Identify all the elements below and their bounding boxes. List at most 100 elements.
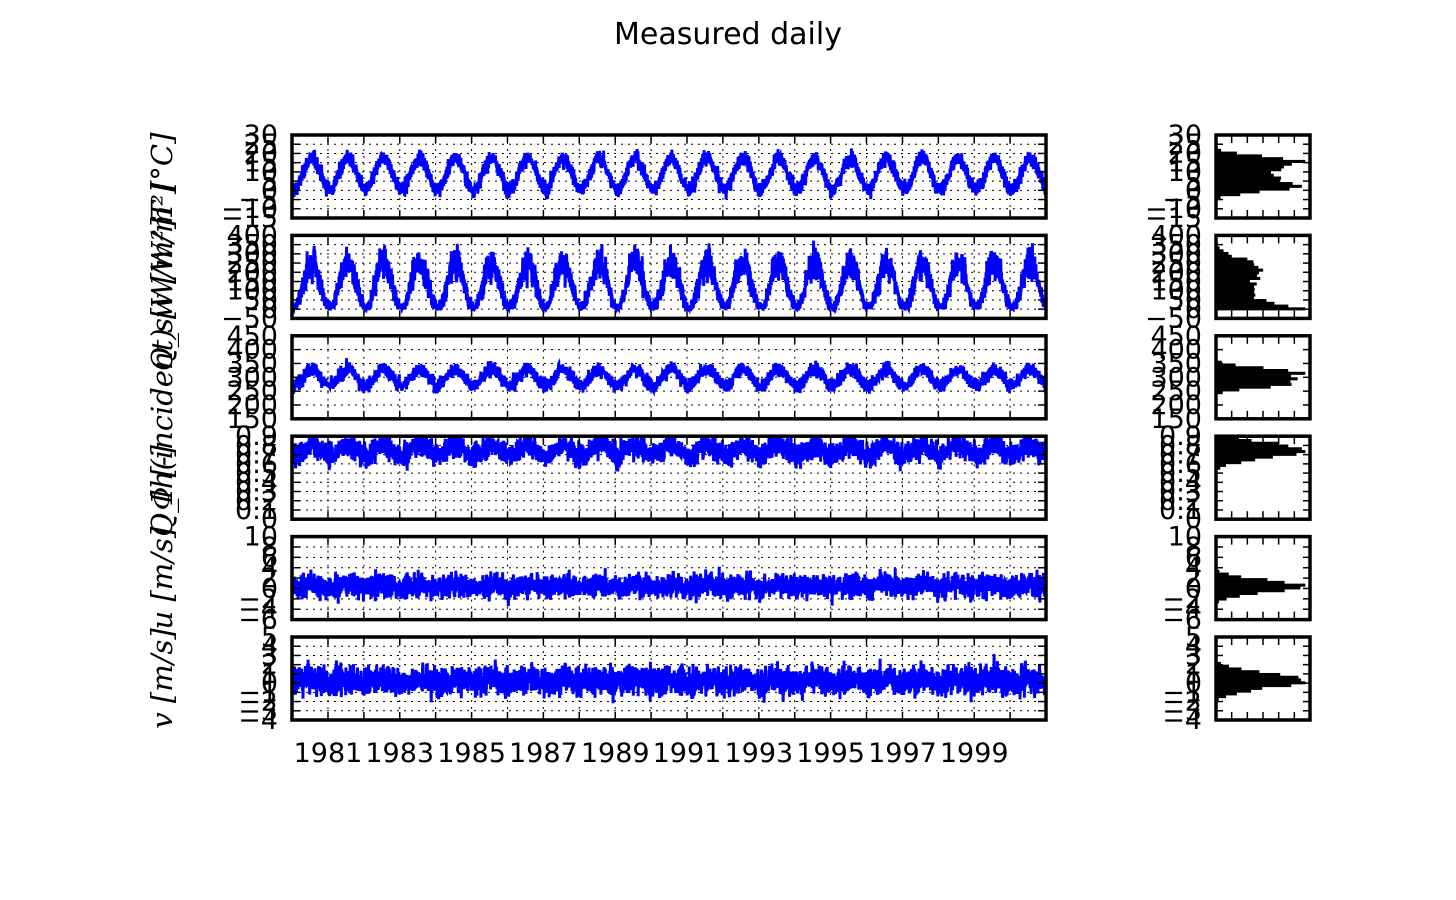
x-tick-label: 1991 <box>653 738 722 769</box>
hist-y-tick-label: 6 <box>1185 542 1202 573</box>
y-tick-label: 0.3 <box>235 477 278 508</box>
y-tick-label: 200 <box>226 257 278 288</box>
y-tick-label: 0.2 <box>235 486 278 517</box>
histogram-bar <box>1216 594 1240 598</box>
hist-y-tick-label: −4 <box>1162 705 1202 736</box>
histogram-bar <box>1216 466 1221 470</box>
y-tick-label: 350 <box>226 348 278 379</box>
histogram-bar <box>1216 162 1292 166</box>
hist-y-tick-label: 400 <box>1150 220 1202 251</box>
y-tick-label: 1 <box>261 659 278 690</box>
y-tick-label: 0 <box>261 573 278 604</box>
y-axis-label-qlw: Q_lh(incident) [W/m²] <box>145 217 180 537</box>
y-tick-label: 3 <box>261 640 278 671</box>
histogram-bar <box>1216 282 1257 286</box>
histogram-v <box>1216 653 1306 704</box>
histogram-bar <box>1216 301 1275 305</box>
hist-y-tick-label: 250 <box>1150 376 1202 407</box>
y-tick-label: 0.9 <box>235 421 278 452</box>
y-tick-label: 0.4 <box>235 467 278 498</box>
histogram-bar <box>1216 575 1242 579</box>
y-tick-label: 400 <box>226 220 278 251</box>
y-tick-label: −3 <box>238 696 278 727</box>
axes-frame-t <box>290 133 1048 220</box>
hist-y-tick-label: −3 <box>1162 696 1202 727</box>
hist-y-tick-label: 1 <box>1185 659 1202 690</box>
histogram-bar <box>1216 664 1230 668</box>
histogram-bar <box>1216 369 1289 373</box>
hist-y-tick-label: 0.8 <box>1159 430 1202 461</box>
y-axis-label-qsw: Q_sw [W/m²] <box>145 182 180 371</box>
y-tick-label: 20 <box>244 138 278 169</box>
y-tick-label: 2 <box>261 650 278 681</box>
histogram-bar <box>1216 187 1290 191</box>
y-tick-label: 450 <box>226 321 278 352</box>
y-tick-label: 4 <box>261 553 278 584</box>
hist-y-tick-label: 25 <box>1168 129 1202 160</box>
hist-y-tick-label: 0.5 <box>1159 458 1202 489</box>
hist-y-tick-label: 5 <box>1185 622 1202 653</box>
hist-y-tick-label: 2 <box>1185 563 1202 594</box>
y-tick-label: −4 <box>238 705 278 736</box>
hist-y-tick-label: −2 <box>1162 584 1202 615</box>
panels: 302520151050−5−10−15302520151050−5−10−15… <box>145 120 1312 736</box>
y-axis-label-v: v [m/s] <box>145 628 179 729</box>
hist-y-tick-label: 0 <box>1185 668 1202 699</box>
histogram-bar <box>1216 151 1237 155</box>
hist-y-tick-label: 5 <box>1185 166 1202 197</box>
hist-y-tick-label: 300 <box>1150 239 1202 270</box>
y-tick-labels-phi: 0.90.80.70.60.50.40.30.20.10 <box>235 421 278 535</box>
y-tick-label: 0.1 <box>235 495 278 526</box>
x-tick-label: 1985 <box>437 738 506 769</box>
histogram-bar <box>1216 159 1306 163</box>
histogram-bar <box>1216 274 1257 278</box>
histogram-bar <box>1216 299 1267 303</box>
histogram-bar <box>1216 263 1255 267</box>
histogram-bar <box>1216 578 1268 582</box>
hist-y-tick-label: 350 <box>1150 230 1202 261</box>
series-line-u <box>292 566 1046 607</box>
hist-y-tick-label: 0 <box>1185 294 1202 325</box>
histogram-bar <box>1216 165 1284 169</box>
histogram-bar <box>1216 450 1306 454</box>
hist-y-tick-label: −5 <box>1162 185 1202 216</box>
histogram-bar <box>1216 184 1302 188</box>
hist-y-tick-label: 300 <box>1150 362 1202 393</box>
histogram-bar <box>1216 380 1291 384</box>
x-tick-label: 1999 <box>940 738 1009 769</box>
histogram-bar <box>1216 268 1264 272</box>
y-tick-label: 50 <box>244 285 278 316</box>
histogram-bar <box>1216 661 1221 665</box>
hist-y-tick-label: 8 <box>1185 532 1202 563</box>
histogram-bar <box>1216 193 1241 197</box>
histogram-bar <box>1216 670 1260 674</box>
x-tick-label: 1981 <box>294 738 363 769</box>
hist-y-tick-labels-phi: 0.90.80.70.60.50.40.30.20.10 <box>1159 421 1202 535</box>
histogram-bar <box>1216 190 1260 194</box>
hist-y-tick-label: 450 <box>1150 321 1202 352</box>
histogram-bar <box>1216 285 1255 289</box>
panel-qsw: 400350300250200150100500−504003503002502… <box>145 182 1312 371</box>
histogram-bar <box>1216 304 1289 308</box>
hist-y-tick-label: 0.4 <box>1159 467 1202 498</box>
hist-y-tick-label: 4 <box>1185 631 1202 662</box>
histogram-bar <box>1216 385 1271 389</box>
y-axis-label-u: u [m/s] <box>145 526 179 629</box>
histogram-bar <box>1216 695 1227 699</box>
histogram-bar <box>1216 455 1273 459</box>
y-tick-label: −15 <box>221 203 278 234</box>
histogram-bar <box>1216 377 1298 381</box>
histogram-qsw <box>1216 238 1306 311</box>
y-tick-label: 5 <box>261 166 278 197</box>
histogram-bar <box>1216 170 1271 175</box>
histogram-bar <box>1216 672 1281 677</box>
y-tick-label: 0 <box>261 294 278 325</box>
y-tick-label: 2 <box>261 563 278 594</box>
panel-phi: 0.90.80.70.60.50.40.30.20.10 0.90.80.70.6… <box>145 421 1312 535</box>
y-tick-label: 300 <box>226 239 278 270</box>
